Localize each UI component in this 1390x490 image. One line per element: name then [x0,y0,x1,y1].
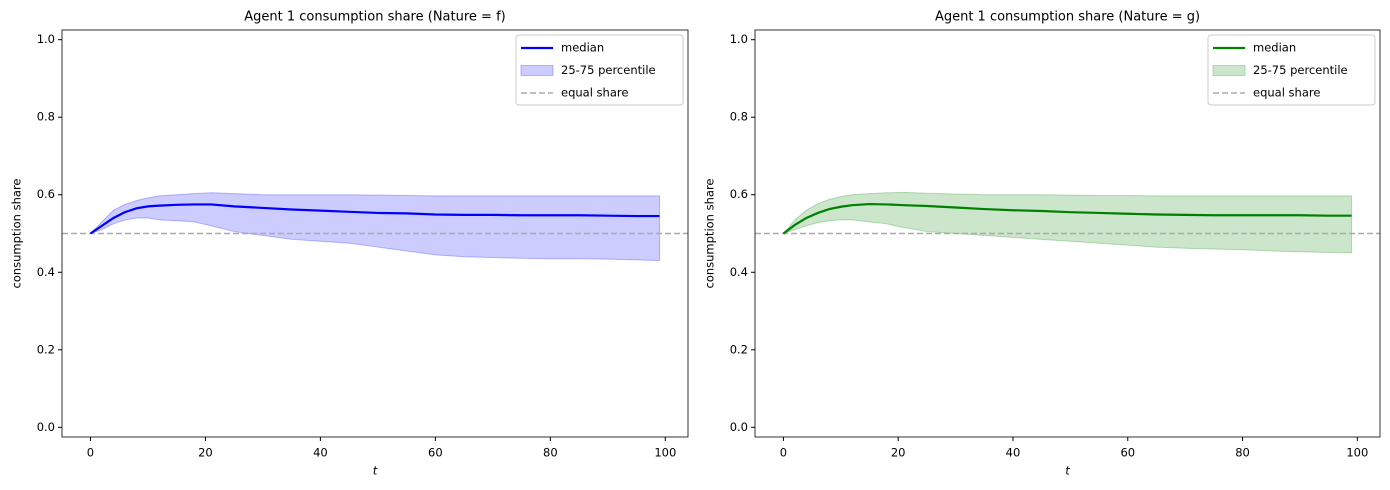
x-axis-label: t [373,464,378,478]
legend-label: equal share [1253,86,1320,100]
y-tick-label: 0.0 [730,420,748,434]
legend-box [515,34,684,106]
legend-label: 25-75 percentile [1253,63,1348,77]
y-tick-label: 0.4 [37,265,55,279]
x-tick-label: 80 [543,446,558,460]
y-tick-label: 0.4 [730,265,748,279]
median-line [89,203,660,235]
legend-label: equal share [561,86,628,100]
median-line [782,202,1352,235]
percentile-band [90,192,661,262]
legend-box [1207,34,1376,106]
x-tick-label: 40 [1006,446,1021,460]
y-axis-label: consumption share [10,179,24,289]
legend-label: median [1253,41,1296,55]
y-tick-label: 0.6 [730,187,748,201]
x-axis-label: t [1065,464,1070,478]
x-tick-label: 0 [780,446,787,460]
y-axis-label: consumption share [703,179,717,289]
x-tick-label: 20 [198,446,213,460]
legend-label: 25-75 percentile [561,63,656,77]
x-tick-label: 0 [87,446,94,460]
x-tick-label: 80 [1235,446,1250,460]
x-tick-label: 20 [891,446,906,460]
plot-frame [754,29,1381,438]
plot-title: Agent 1 consumption share (Nature = f) [244,10,505,25]
y-tick-label: 1.0 [730,32,748,46]
x-tick-label: 100 [654,446,676,460]
x-tick-label: 60 [1120,446,1135,460]
x-tick-label: 40 [313,446,328,460]
y-tick-label: 0.0 [37,420,55,434]
percentile-band [781,191,1353,254]
plot-title: Agent 1 consumption share (Nature = g) [935,10,1200,25]
y-tick-label: 0.6 [37,187,55,201]
y-tick-label: 0.2 [37,342,55,356]
x-tick-label: 60 [428,446,443,460]
legend-label: median [561,41,604,55]
x-tick-label: 100 [1346,446,1368,460]
y-tick-label: 1.0 [37,32,55,46]
plot-frame [61,29,689,438]
legend-swatch [520,65,554,76]
y-tick-label: 0.8 [37,110,55,124]
y-tick-label: 0.2 [730,342,748,356]
legend-swatch [1212,65,1246,76]
y-tick-label: 0.8 [730,110,748,124]
